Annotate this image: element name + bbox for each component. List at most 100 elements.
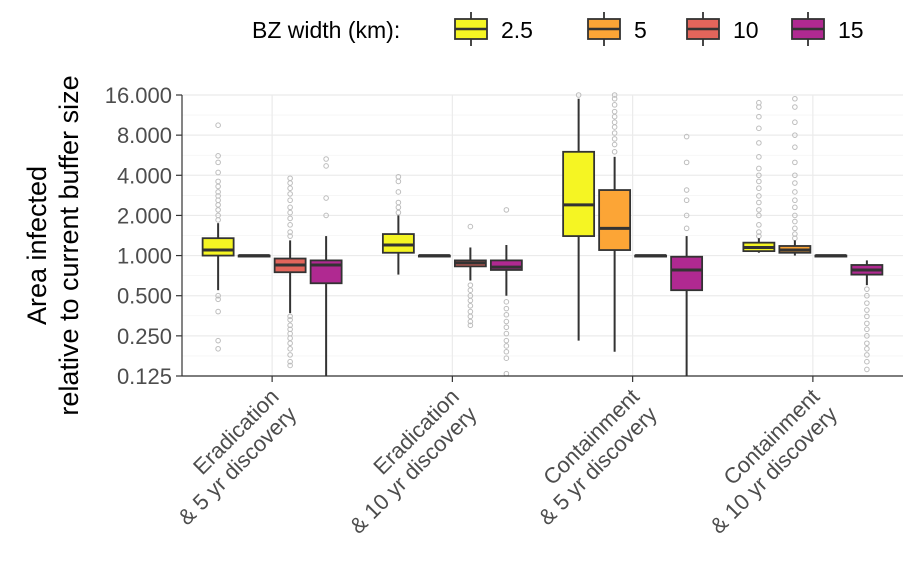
outlier-point [215, 345, 221, 352]
outlier-point [792, 159, 798, 166]
outlier-point [287, 204, 293, 211]
x-tick-label: Containment& 10 yr discovery [705, 384, 842, 539]
outlier-point [323, 156, 329, 162]
box-body [562, 150, 596, 237]
y-tick-label: 0.250 [117, 324, 172, 349]
outlier-point [864, 345, 870, 352]
y-tick-label: 16.000 [105, 83, 172, 108]
outlier-point [864, 340, 870, 347]
outlier-point [287, 322, 293, 329]
legend-entry-2.5: 2.5 [454, 12, 533, 46]
outlier-point [287, 215, 293, 222]
outlier-point [467, 292, 474, 299]
outlier-point [756, 140, 762, 146]
outlier-point [215, 202, 221, 208]
outlier-point [215, 193, 221, 199]
x-tick-label: Eradication& 10 yr discovery [345, 384, 482, 539]
outlier-point [611, 92, 618, 98]
outlier-point [503, 348, 510, 355]
outlier-point [792, 225, 798, 232]
y-tick-label: 0.125 [117, 364, 172, 389]
outlier-point [864, 320, 870, 327]
plot-panel [181, 92, 903, 377]
outlier-point [287, 326, 293, 333]
legend-label: 10 [733, 17, 759, 43]
outlier-point [503, 337, 510, 344]
outlier-point [756, 113, 762, 120]
outlier-point [467, 318, 474, 325]
box-5-1 [237, 254, 271, 258]
outlier-point [287, 180, 293, 186]
outlier-point [215, 122, 221, 128]
outlier-point [792, 212, 798, 219]
outlier-point [395, 204, 402, 211]
outlier-point [287, 340, 293, 347]
outlier-point [215, 217, 221, 223]
outlier-point [756, 212, 762, 219]
box-5-2 [417, 254, 451, 258]
box-15-3 [670, 133, 704, 376]
outlier-point [683, 225, 690, 232]
outlier-point [756, 178, 762, 185]
outlier-point [215, 159, 221, 166]
outlier-point [467, 297, 474, 304]
outlier-point [287, 185, 293, 192]
outlier-point [287, 358, 293, 365]
outlier-point [611, 130, 618, 136]
outlier-point [683, 197, 690, 204]
y-tick-label: 8.000 [117, 123, 172, 148]
outlier-point [792, 189, 798, 195]
outlier-point [756, 222, 762, 228]
y-tick-label: 0.500 [117, 284, 172, 309]
outlier-point [611, 119, 618, 126]
y-tick-label: 1.000 [117, 244, 172, 269]
y-axis-label-line: Area infected [22, 166, 52, 325]
outlier-point [611, 149, 618, 155]
outlier-point [395, 178, 402, 185]
box-body [381, 233, 415, 254]
outlier-point [287, 233, 293, 239]
outlier-point [215, 207, 221, 213]
outlier-point [503, 311, 510, 318]
outlier-point [756, 193, 762, 199]
outlier-point [864, 307, 870, 313]
outlier-point [756, 185, 762, 192]
outlier-point [683, 133, 690, 140]
outlier-point [792, 104, 798, 110]
x-tick-label: Containment& 5 yr discovery [533, 384, 661, 530]
outlier-point [756, 229, 762, 235]
outlier-point [756, 99, 762, 106]
y-axis-label-line: relative to current buffer size [54, 75, 84, 415]
outlier-point [792, 197, 798, 204]
outlier-point [864, 286, 870, 292]
outlier-point [467, 287, 474, 293]
legend-label: 5 [634, 17, 647, 43]
box-body [201, 237, 235, 257]
outlier-point [756, 125, 762, 132]
box-10-1 [273, 175, 307, 369]
outlier-point [215, 292, 221, 299]
outlier-point [611, 141, 618, 148]
outlier-point [575, 92, 582, 98]
outlier-point [467, 303, 474, 309]
outlier-point [792, 231, 798, 237]
outlier-point [395, 173, 402, 180]
box-5-4 [778, 95, 812, 256]
legend-title: BZ width (km): [252, 17, 400, 43]
box-2.5-1 [201, 122, 235, 352]
outlier-point [792, 95, 798, 102]
outlier-point [792, 132, 798, 138]
outlier-point [503, 318, 510, 325]
outlier-point [756, 165, 762, 172]
outlier-point [792, 144, 798, 150]
outlier-point [395, 199, 402, 206]
box-15-1 [309, 156, 343, 376]
legend-entry-15: 15 [791, 12, 864, 46]
outlier-point [756, 207, 762, 213]
y-axis-label: Area infected relative to current buffer … [22, 75, 84, 415]
outlier-point [323, 212, 329, 219]
outlier-point [467, 322, 474, 329]
outlier-point [215, 178, 221, 185]
outlier-point [792, 119, 798, 126]
